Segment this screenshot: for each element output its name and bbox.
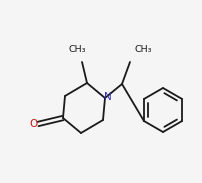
Text: N: N <box>104 92 112 102</box>
Text: CH₃: CH₃ <box>134 46 152 55</box>
Text: O: O <box>29 119 37 129</box>
Text: CH₃: CH₃ <box>68 46 86 55</box>
